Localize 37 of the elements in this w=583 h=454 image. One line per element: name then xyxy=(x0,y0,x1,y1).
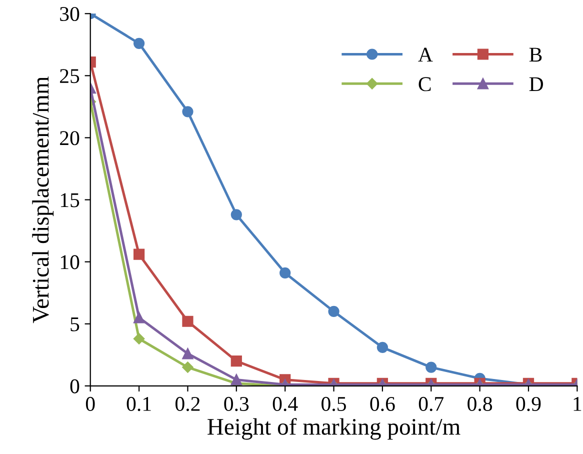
y-axis-title: Vertical displacement/mm xyxy=(32,76,54,324)
y-tick-label: 10 xyxy=(60,255,80,270)
point xyxy=(182,362,194,373)
x-tick-label: 1 xyxy=(574,397,582,411)
y-tick-label: 20 xyxy=(60,131,80,146)
legend-label: A xyxy=(418,48,433,62)
y-tick-label: 30 xyxy=(60,6,80,22)
x-tick-label: 0.7 xyxy=(418,396,444,412)
x-tick-label: 0.9 xyxy=(516,396,541,412)
point xyxy=(182,316,194,327)
point xyxy=(182,348,194,360)
y-tick-label: 15 xyxy=(60,193,80,208)
x-tick-label: 0.4 xyxy=(272,396,298,412)
x-tick-label: 0.3 xyxy=(224,396,249,412)
x-tick-label: 0.5 xyxy=(322,396,346,412)
y-tick-label: 25 xyxy=(60,69,80,84)
x-tick-label: 0 xyxy=(86,396,95,411)
x-tick-label: 0.8 xyxy=(468,396,492,412)
legend-label: B xyxy=(529,48,542,62)
x-tick-label: 0.1 xyxy=(126,396,151,412)
y-tick-label: 0 xyxy=(70,379,80,394)
y-tick-label: 5 xyxy=(70,317,80,332)
point xyxy=(230,209,242,220)
x-tick-label: 0.2 xyxy=(176,396,200,412)
x-tick-label: 0.6 xyxy=(370,396,395,412)
point xyxy=(182,106,194,118)
point xyxy=(133,333,145,344)
point xyxy=(328,306,340,317)
legend-label: C xyxy=(418,77,431,92)
point xyxy=(426,362,437,373)
point xyxy=(280,267,291,279)
point xyxy=(133,248,145,260)
point xyxy=(376,342,388,353)
x-axis-title: Height of marking point/m xyxy=(208,418,460,440)
point xyxy=(133,38,145,49)
point xyxy=(133,312,145,324)
legend-label: D xyxy=(529,77,544,92)
